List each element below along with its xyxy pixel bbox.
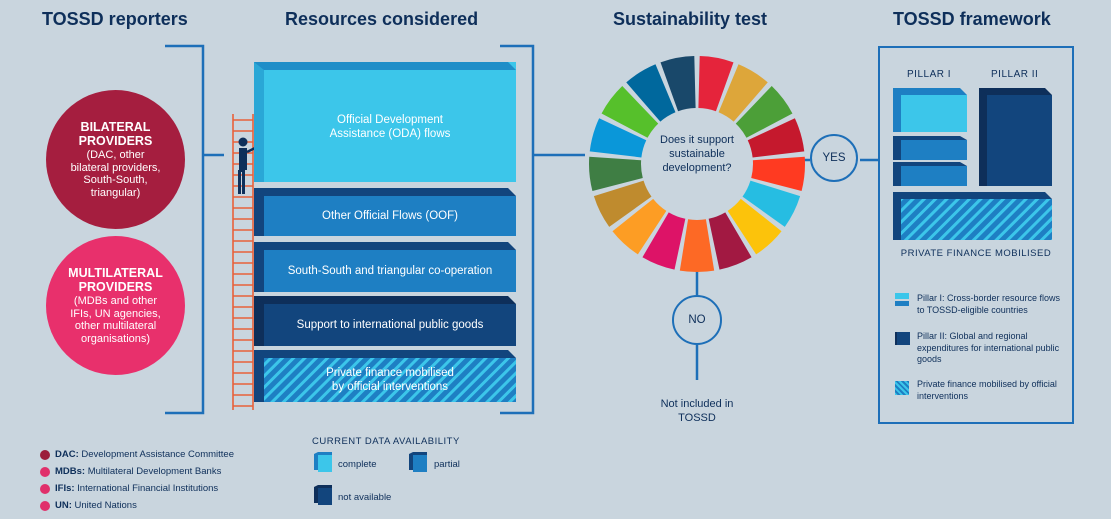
sdg-segment bbox=[601, 86, 659, 138]
heading-tossd-reporters: TOSSD reporters bbox=[42, 9, 188, 29]
bilateral-subtitle: (DAC, other bilateral providers, South-S… bbox=[70, 149, 161, 199]
multilateral-providers-circle: MULTILATERAL PROVIDERS (MDBs and other I… bbox=[46, 236, 185, 375]
ipg-box bbox=[264, 304, 516, 346]
complete-cube-icon bbox=[314, 452, 332, 472]
availability-title: CURRENT DATA AVAILABILITY bbox=[312, 436, 460, 447]
legend-pillar2-text: Pillar II: Global and regional expenditu… bbox=[917, 331, 1060, 364]
oda-label: Official Development Assistance (ODA) fl… bbox=[329, 114, 451, 140]
abbr-un: UN: United Nations bbox=[40, 497, 234, 514]
pillar-1-bottom-block bbox=[901, 166, 967, 186]
private-finance-label: PRIVATE FINANCE MOBILISED bbox=[900, 248, 1052, 259]
not-available-label: not available bbox=[338, 492, 392, 503]
sdg-segment bbox=[718, 64, 768, 122]
sdg-segment bbox=[708, 212, 752, 270]
pillar-2-block bbox=[987, 95, 1052, 186]
no-circle: NO bbox=[672, 295, 722, 345]
multilateral-subtitle: (MDBs and other IFIs, UN agencies, other… bbox=[70, 295, 161, 345]
framework-pillars bbox=[893, 88, 1052, 240]
sdg-segment bbox=[679, 219, 715, 272]
pillar-1-top-block bbox=[901, 95, 967, 132]
not-included-text: Not included in TOSSD bbox=[660, 398, 734, 424]
sdg-segment bbox=[593, 180, 652, 227]
pillar-1-label: PILLAR I bbox=[907, 69, 952, 80]
legend-private-text: Private finance mobilised by official in… bbox=[917, 379, 1057, 401]
sdg-wheel bbox=[589, 56, 805, 272]
private-finance-block bbox=[901, 199, 1052, 240]
legend-private-icon bbox=[895, 381, 909, 395]
heading-sustainability-test: Sustainability test bbox=[613, 9, 768, 29]
legend-pillar2-icon bbox=[895, 332, 910, 345]
partial-cube-icon bbox=[409, 452, 427, 472]
sdg-question: Does it support sustainable development? bbox=[660, 134, 734, 174]
bilateral-providers-circle: BILATERAL PROVIDERS (DAC, other bilatera… bbox=[46, 90, 185, 229]
sdg-segment bbox=[698, 56, 734, 112]
oof-box bbox=[264, 196, 516, 236]
person-icon bbox=[238, 137, 260, 194]
oda-box-side bbox=[254, 62, 264, 182]
not-available-cube-icon bbox=[314, 485, 332, 505]
sdg-segment bbox=[751, 156, 805, 191]
abbr-ifis: IFIs: International Financial Institutio… bbox=[40, 480, 234, 497]
heading-resources-considered: Resources considered bbox=[285, 9, 479, 29]
yes-circle: YES bbox=[810, 134, 858, 182]
un-dot bbox=[40, 500, 50, 511]
oda-box bbox=[264, 70, 516, 182]
sdg-segment bbox=[735, 86, 793, 138]
ifis-dot bbox=[40, 483, 50, 494]
sdg-segment bbox=[727, 198, 782, 255]
sdg-segment bbox=[612, 198, 667, 255]
pillar-1-mid-block bbox=[901, 140, 967, 160]
no-label: NO bbox=[688, 314, 706, 326]
sdg-segment bbox=[660, 56, 696, 112]
resources-bracket bbox=[500, 44, 535, 415]
oof-label: Other Official Flows (OOF) bbox=[322, 210, 458, 222]
partial-label: partial bbox=[434, 459, 460, 470]
reporters-bracket bbox=[165, 44, 205, 415]
bilateral-title: BILATERAL PROVIDERS bbox=[78, 120, 153, 148]
resources-stack bbox=[254, 62, 516, 402]
sdg-segment bbox=[642, 212, 686, 270]
mdbs-dot bbox=[40, 466, 50, 477]
pillar-2-label: PILLAR II bbox=[991, 69, 1039, 80]
pfm-label: Private finance mobilised by official in… bbox=[326, 367, 454, 393]
framework-box bbox=[878, 46, 1074, 424]
dac-dot bbox=[40, 449, 50, 460]
complete-label: complete bbox=[338, 459, 377, 470]
ipg-label: Support to international public goods bbox=[296, 319, 484, 331]
sdg-segment bbox=[747, 118, 805, 158]
sdg-segment bbox=[742, 180, 801, 227]
multilateral-title: MULTILATERAL PROVIDERS bbox=[68, 266, 163, 294]
abbreviations-list: DAC: Development Assistance Committee MD… bbox=[40, 446, 234, 514]
ssc-box bbox=[264, 250, 516, 292]
pfm-box bbox=[264, 358, 516, 402]
yes-label: YES bbox=[822, 152, 846, 164]
sdg-segment bbox=[589, 118, 647, 158]
legend-pillar1-icon bbox=[895, 293, 909, 307]
ssc-label: South-South and triangular co-operation bbox=[287, 265, 493, 277]
heading-tossd-framework: TOSSD framework bbox=[893, 9, 1051, 29]
abbr-mdbs: MDBs: Multilateral Development Banks bbox=[40, 463, 234, 480]
sdg-segment bbox=[626, 64, 676, 122]
sdg-segment bbox=[589, 156, 643, 191]
ladder-icon bbox=[232, 114, 254, 410]
abbr-dac: DAC: Development Assistance Committee bbox=[40, 446, 234, 463]
legend-pillar1-text: Pillar I: Cross-border resource flows to… bbox=[917, 293, 1061, 315]
